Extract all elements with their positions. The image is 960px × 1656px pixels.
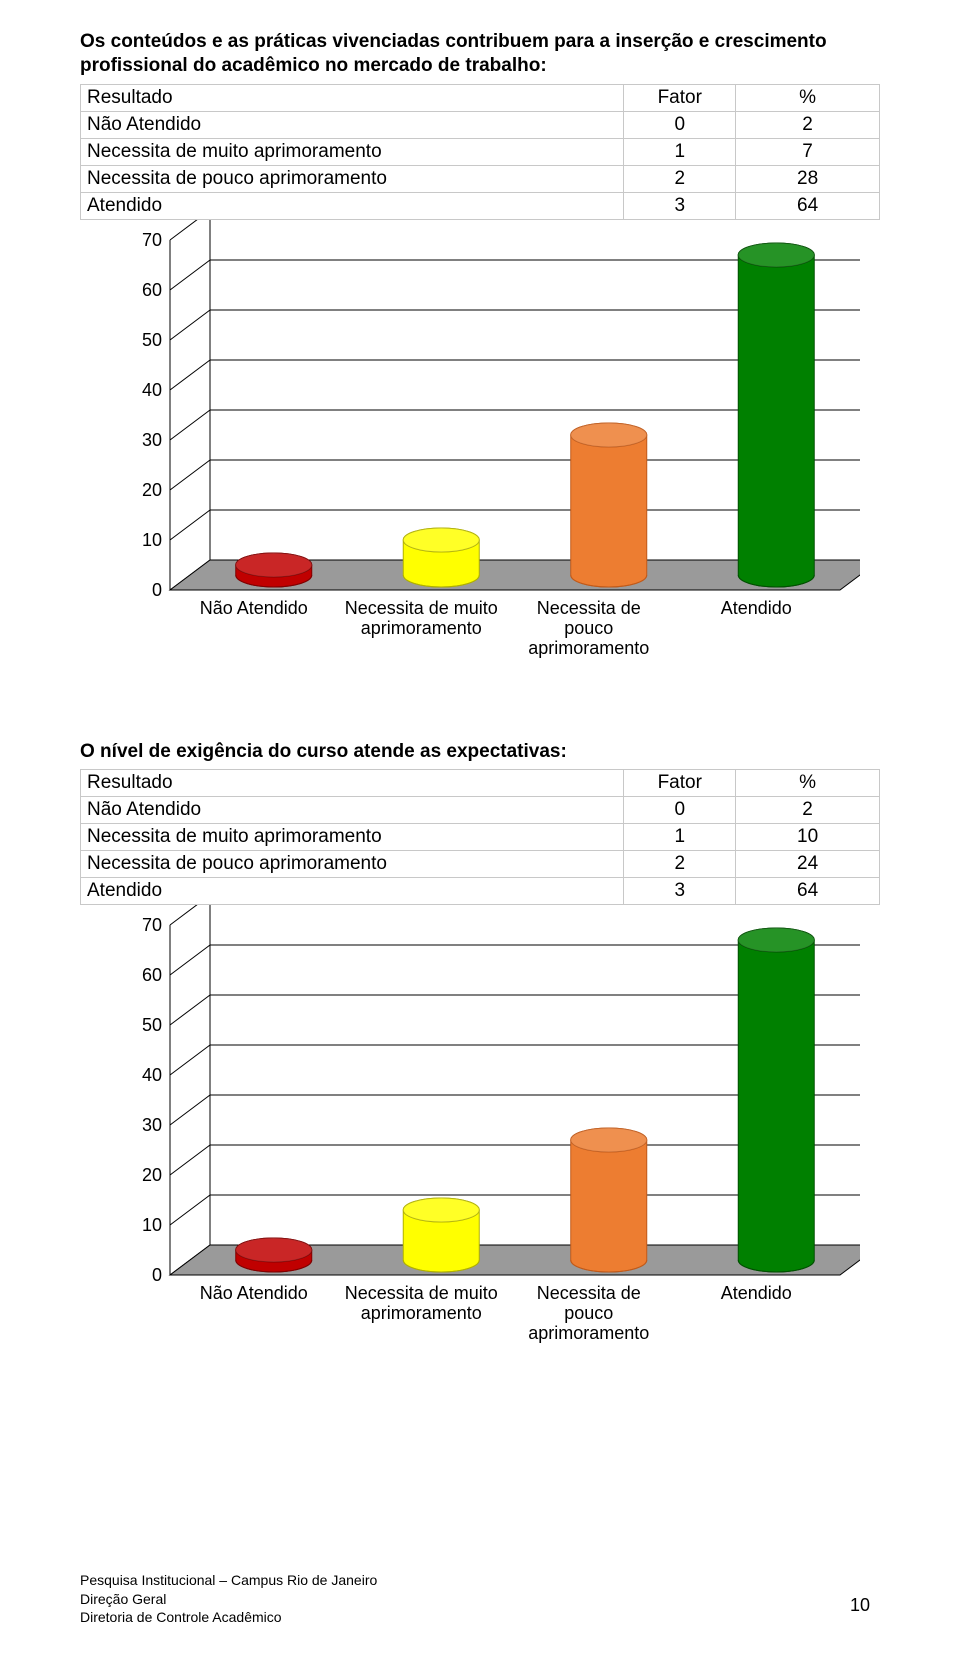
svg-text:aprimoramento: aprimoramento (361, 1303, 482, 1323)
chart-svg: 0 10 20 30 40 50 60 70 Não Atendido Necessita de … (100, 905, 860, 1365)
cell-fator: 0 (624, 797, 736, 824)
section-2-chart: 0 10 20 30 40 50 60 70 Não Atendido Necessita de … (80, 905, 880, 1365)
section-1-heading: Os conteúdos e as práticas vivenciadas c… (80, 30, 880, 78)
col-fator: Fator (624, 770, 736, 797)
table-row: Não Atendido 0 2 (81, 797, 880, 824)
cell-pct: 24 (736, 851, 880, 878)
table-row: Atendido 3 64 (81, 878, 880, 905)
svg-text:Atendido: Atendido (721, 598, 792, 618)
svg-text:50: 50 (142, 330, 162, 350)
cell-label: Atendido (81, 192, 624, 219)
svg-text:10: 10 (142, 530, 162, 550)
section-2-heading: O nível de exigência do curso atende as … (80, 740, 880, 764)
col-fator: Fator (624, 84, 736, 111)
table-row: Necessita de muito aprimoramento 1 10 (81, 824, 880, 851)
section-1: Os conteúdos e as práticas vivenciadas c… (80, 30, 880, 680)
section-1-chart: 0 10 20 30 40 50 60 70 Não Atendido Necessita de … (80, 220, 880, 680)
cell-label: Não Atendido (81, 111, 624, 138)
svg-text:Necessita de muito: Necessita de muito (345, 598, 498, 618)
svg-text:20: 20 (142, 480, 162, 500)
svg-text:70: 70 (142, 915, 162, 935)
col-result: Resultado (81, 770, 624, 797)
cell-fator: 0 (624, 111, 736, 138)
svg-text:pouco: pouco (564, 618, 613, 638)
page-number: 10 (850, 1595, 870, 1616)
svg-text:50: 50 (142, 1015, 162, 1035)
col-pct: % (736, 84, 880, 111)
svg-text:Atendido: Atendido (721, 1283, 792, 1303)
cell-fator: 3 (624, 192, 736, 219)
svg-text:Necessita de: Necessita de (537, 598, 641, 618)
svg-text:30: 30 (142, 430, 162, 450)
cell-label: Necessita de pouco aprimoramento (81, 851, 624, 878)
cell-fator: 3 (624, 878, 736, 905)
svg-text:aprimoramento: aprimoramento (528, 1323, 649, 1343)
table-row: Necessita de pouco aprimoramento 2 28 (81, 165, 880, 192)
cell-label: Não Atendido (81, 797, 624, 824)
table-row: Não Atendido 0 2 (81, 111, 880, 138)
cell-label: Necessita de muito aprimoramento (81, 824, 624, 851)
cell-pct: 64 (736, 192, 880, 219)
cell-pct: 28 (736, 165, 880, 192)
cell-fator: 1 (624, 138, 736, 165)
cell-pct: 2 (736, 797, 880, 824)
footer-line-1: Pesquisa Institucional – Campus Rio de J… (80, 1571, 377, 1589)
svg-text:0: 0 (152, 580, 162, 600)
svg-text:40: 40 (142, 380, 162, 400)
svg-text:aprimoramento: aprimoramento (361, 618, 482, 638)
footer: Pesquisa Institucional – Campus Rio de J… (80, 1571, 377, 1626)
footer-line-2: Direção Geral (80, 1590, 377, 1608)
svg-text:Não Atendido: Não Atendido (200, 598, 308, 618)
col-result: Resultado (81, 84, 624, 111)
cell-fator: 1 (624, 824, 736, 851)
svg-text:aprimoramento: aprimoramento (528, 638, 649, 658)
footer-line-3: Diretoria de Controle Acadêmico (80, 1608, 377, 1626)
svg-text:30: 30 (142, 1115, 162, 1135)
cell-label: Necessita de pouco aprimoramento (81, 165, 624, 192)
chart-svg: 0 10 20 30 40 50 60 70 Não Atendido Necessita de … (100, 220, 860, 680)
svg-text:60: 60 (142, 965, 162, 985)
svg-text:60: 60 (142, 280, 162, 300)
svg-text:Necessita de: Necessita de (537, 1283, 641, 1303)
cell-label: Atendido (81, 878, 624, 905)
svg-text:10: 10 (142, 1215, 162, 1235)
section-2: O nível de exigência do curso atende as … (80, 740, 880, 1366)
svg-text:pouco: pouco (564, 1303, 613, 1323)
col-pct: % (736, 770, 880, 797)
svg-text:0: 0 (152, 1265, 162, 1285)
table-row: Necessita de muito aprimoramento 1 7 (81, 138, 880, 165)
section-2-table: Resultado Fator % Não Atendido 0 2 Neces… (80, 769, 880, 905)
svg-text:40: 40 (142, 1065, 162, 1085)
table-row: Necessita de pouco aprimoramento 2 24 (81, 851, 880, 878)
cell-pct: 7 (736, 138, 880, 165)
cell-fator: 2 (624, 165, 736, 192)
svg-text:Não Atendido: Não Atendido (200, 1283, 308, 1303)
svg-text:70: 70 (142, 230, 162, 250)
section-1-table: Resultado Fator % Não Atendido 0 2 Neces… (80, 84, 880, 220)
svg-text:20: 20 (142, 1165, 162, 1185)
cell-pct: 2 (736, 111, 880, 138)
cell-pct: 64 (736, 878, 880, 905)
svg-text:Necessita de muito: Necessita de muito (345, 1283, 498, 1303)
cell-pct: 10 (736, 824, 880, 851)
cell-fator: 2 (624, 851, 736, 878)
cell-label: Necessita de muito aprimoramento (81, 138, 624, 165)
table-row: Atendido 3 64 (81, 192, 880, 219)
